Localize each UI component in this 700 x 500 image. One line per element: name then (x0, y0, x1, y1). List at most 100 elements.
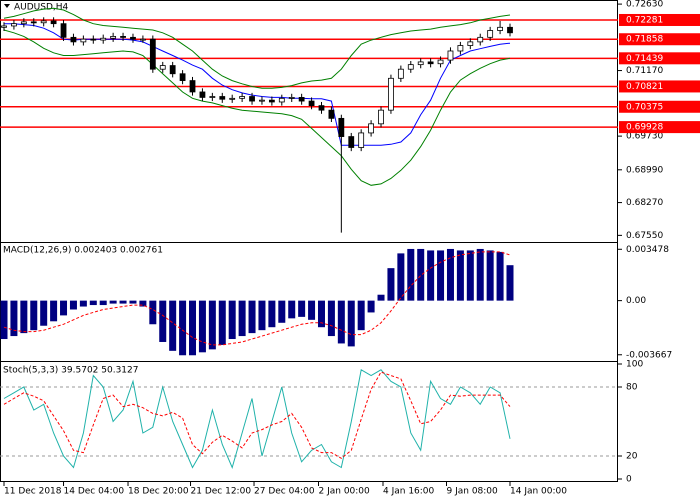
candle-body (11, 23, 17, 27)
candle-body (338, 117, 345, 137)
histogram-bar (228, 300, 236, 340)
x-tick-label: 9 Jan 08:00 (447, 487, 499, 497)
menu-arrow (4, 4, 10, 8)
candle-body (417, 61, 424, 66)
candle-body (328, 109, 335, 119)
y-tick-label: 0.68270 (626, 198, 663, 208)
histogram-bar (308, 300, 316, 320)
histogram-bar (417, 248, 425, 301)
chart-title: AUDUSD,H4 (14, 3, 69, 13)
level-label-box (619, 121, 700, 134)
candle-body (457, 45, 464, 52)
y-tick-label: 0.003478 (626, 245, 669, 255)
histogram-bar (298, 300, 306, 317)
histogram-bar (476, 248, 484, 301)
x-tick-label: 18 Dec 20:00 (128, 487, 189, 497)
candle-body (189, 80, 196, 93)
histogram-bar (40, 300, 48, 326)
histogram-bar (466, 250, 474, 301)
candle-body (348, 136, 355, 148)
histogram-bar (288, 300, 296, 319)
histogram-bar (10, 300, 18, 337)
y-tick-label: 80 (626, 383, 638, 393)
candle-body (219, 96, 226, 100)
candle-body (140, 38, 146, 41)
candle-body (368, 123, 374, 134)
histogram-bar (486, 250, 494, 301)
histogram-bar (387, 268, 395, 301)
histogram-bar (0, 300, 8, 340)
histogram-bar (149, 300, 157, 325)
histogram-bar (248, 300, 256, 334)
histogram-bar (347, 300, 355, 347)
level-label-box (619, 13, 700, 26)
candle-body (318, 105, 325, 111)
level-label: 0.70821 (626, 82, 663, 92)
candle-body (447, 50, 454, 61)
candle-body (497, 26, 503, 31)
level-label: 0.69928 (626, 123, 663, 133)
x-tick-label: 2 Jan 00:00 (319, 487, 371, 497)
candle-body (437, 59, 444, 65)
candle-body (298, 97, 305, 102)
indicator-line (3, 371, 511, 459)
histogram-bar (397, 253, 405, 301)
candle-body (50, 20, 57, 25)
candle-body (507, 26, 513, 34)
x-tick-label: 11 Dec 2018 (4, 487, 62, 497)
plot-frame (0, 0, 618, 482)
histogram-bar (179, 300, 187, 356)
y-tick-label: 0.71170 (626, 66, 663, 76)
candle-body (90, 38, 97, 41)
histogram-bar (159, 300, 167, 342)
y-tick-label: 0.69730 (626, 132, 663, 142)
y-tick-label: 0 (626, 475, 632, 485)
x-tick-label: 21 Dec 12:00 (191, 487, 252, 497)
indicator-line (3, 369, 511, 469)
histogram-bar (169, 300, 177, 351)
candle-body (209, 96, 216, 98)
histogram-bar (367, 300, 375, 313)
histogram-bar (198, 300, 206, 353)
histogram-bar (189, 300, 197, 356)
candle-body (159, 65, 166, 70)
histogram-bar (407, 248, 415, 301)
level-label-box (619, 52, 700, 65)
indicator-line (3, 29, 511, 186)
candle-body (179, 73, 186, 81)
histogram-bar (20, 300, 28, 334)
candle-body (388, 77, 394, 111)
candle-body (100, 37, 107, 41)
histogram-bar (79, 300, 87, 307)
histogram-bar (258, 300, 266, 331)
histogram-bar (506, 265, 514, 301)
candle-body (467, 41, 474, 46)
indicator-title: MACD(12,26,9) 0.002403 0.002761 (3, 246, 163, 256)
candle-body (239, 96, 246, 99)
candle-body (60, 23, 67, 38)
histogram-bar (60, 300, 68, 316)
candle-body (427, 61, 434, 65)
candle-body (487, 30, 494, 38)
y-tick-label: -0.003667 (626, 350, 672, 360)
histogram-bar (446, 248, 454, 301)
y-tick-label: 0.68990 (626, 165, 663, 175)
histogram-bar (268, 300, 276, 328)
candle-body (259, 99, 265, 102)
indicator-line (4, 23, 511, 146)
histogram-bar (50, 300, 58, 322)
candle-body (358, 132, 365, 148)
candle-body (229, 97, 236, 100)
level-label: 0.70375 (626, 102, 663, 112)
candle-body (397, 68, 404, 79)
candle-body (288, 97, 295, 99)
indicator-line (3, 7, 511, 89)
histogram-bar (99, 300, 107, 306)
candle-body (1, 25, 7, 28)
y-tick-label: 0.00 (626, 296, 646, 306)
candle-body (110, 36, 117, 39)
level-label: 0.72281 (626, 15, 663, 25)
histogram-bar (208, 300, 216, 350)
candle-body (199, 91, 206, 98)
